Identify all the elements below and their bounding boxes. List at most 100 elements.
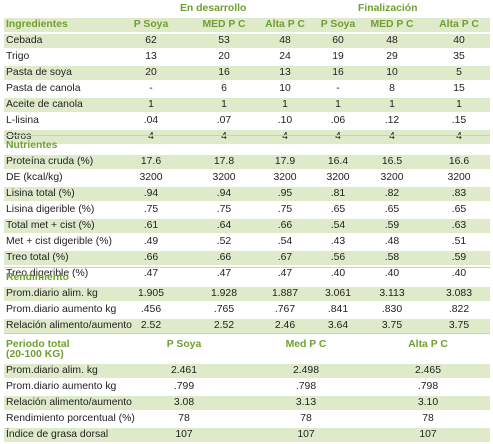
row-shading <box>4 98 490 112</box>
cell-value: 107 <box>297 429 315 440</box>
nutrientes-table: Nutrientes Proteína cruda (%) 17.6 17.8 17.9… <box>4 139 490 283</box>
cell-value: .767 <box>274 304 296 315</box>
cell-value: 4 <box>335 131 341 142</box>
cell-value: 107 <box>175 429 193 440</box>
section-title: Rendimiento <box>4 271 490 285</box>
cell-value: - <box>149 83 153 94</box>
cell-value: .40 <box>451 268 467 279</box>
row-label: DE (kcal/kg) <box>6 172 63 183</box>
cell-value: 13 <box>145 51 157 62</box>
cell-value: .65 <box>330 204 346 215</box>
row-shading <box>4 18 490 32</box>
cell-value: .456 <box>140 304 162 315</box>
table-row: Pasta de canola - 6 10 - 8 15 <box>4 82 490 96</box>
row-label: Índice de grasa dorsal <box>6 429 109 440</box>
row-label: Pasta de soya <box>6 67 72 78</box>
cell-value: 4 <box>456 131 462 142</box>
cell-value: 24 <box>279 51 291 62</box>
cell-value: MED P C <box>202 19 246 30</box>
cell-value: .799 <box>173 381 195 392</box>
table-row: Índice de grasa dorsal 107 107 107 <box>4 428 490 442</box>
cell-value: 62 <box>145 35 157 46</box>
table-row: Proteína cruda (%) 17.6 17.8 17.9 16.4 16.5 16… <box>4 155 490 169</box>
cell-value: .10 <box>277 115 293 126</box>
cell-value: .64 <box>216 220 232 231</box>
cell-value: 1 <box>148 99 154 110</box>
row-shading <box>4 396 490 410</box>
cell-value: 1.887 <box>271 288 298 299</box>
cell-value: 3.75 <box>381 320 403 331</box>
periodo-header-row: Periodo total (20-100 KG) P Soya Med P C Alt… <box>4 338 490 362</box>
cell-value: 3.64 <box>327 320 349 331</box>
cell-value: 2.465 <box>414 365 441 376</box>
cell-value: 8 <box>389 83 395 94</box>
cell-value: 10 <box>279 83 291 94</box>
row-label: Pasta de canola <box>6 83 81 94</box>
periodo-total-table: Periodo total (20-100 KG) P Soya Med P C Alt… <box>4 338 490 444</box>
cell-value: 3.113 <box>379 288 405 299</box>
cell-value: 4 <box>148 131 154 142</box>
cell-value: .52 <box>216 236 232 247</box>
header-en-desarrollo: En desarrollo <box>180 3 247 14</box>
cell-value: 3200 <box>380 172 404 183</box>
cell-value: 20 <box>145 67 157 78</box>
column-header: Med P C <box>285 339 327 350</box>
cell-value: .830 <box>381 304 403 315</box>
column-header-row: Ingredientes P Soya MED P C Alta P C P Soya M… <box>4 18 490 32</box>
row-shading <box>4 66 490 80</box>
row-shading <box>4 287 490 301</box>
cell-value: 1.905 <box>137 288 164 299</box>
cell-value: 29 <box>386 51 398 62</box>
table-row: Trigo 13 20 24 19 29 35 <box>4 50 490 64</box>
cell-value: .54 <box>277 236 293 247</box>
table-row: Treo total (%) .66 .66 .67 .56 .58 .59 <box>4 251 490 265</box>
cell-value: 78 <box>300 413 312 424</box>
row-label: Otros <box>6 131 32 142</box>
row-label: Prom.diario alim. kg <box>6 288 98 299</box>
table-row: Treo digerible (%) .47 .47 .47 .40 .40 .40 <box>4 267 490 281</box>
cell-value: 15 <box>453 83 465 94</box>
row-label: Treo digerible (%) <box>6 268 89 279</box>
cell-value: .798 <box>295 381 317 392</box>
rendimiento-table: Rendimiento Prom.diario alim. kg 1.905 1.92… <box>4 271 490 335</box>
table-row: Lisina total (%) .94 .94 .95 .81 .82 .83 <box>4 187 490 201</box>
section-title-text: Rendimiento <box>6 272 69 283</box>
row-shading <box>4 251 490 265</box>
cell-value: .47 <box>216 268 232 279</box>
table-row: Aceite de canola 1 1 1 1 1 1 <box>4 98 490 112</box>
cell-value: .798 <box>417 381 439 392</box>
row-label: Aceite de canola <box>6 99 83 110</box>
cell-value: .82 <box>384 188 400 199</box>
cell-value: .65 <box>384 204 400 215</box>
cell-value: .841 <box>327 304 349 315</box>
row-label: Proteína cruda (%) <box>6 156 94 167</box>
row-label: Cebada <box>6 35 43 46</box>
cell-value: .81 <box>330 188 346 199</box>
cell-value: .51 <box>451 236 467 247</box>
cell-value: 3200 <box>447 172 471 183</box>
row-label: Trigo <box>6 51 30 62</box>
cell-value: 17.6 <box>140 156 162 167</box>
row-label: Prom.diario aumento kg <box>6 304 117 315</box>
cell-value: 3.75 <box>448 320 470 331</box>
table-row: Pasta de soya 20 16 13 16 10 5 <box>4 66 490 80</box>
cell-value: 1 <box>389 99 395 110</box>
cell-value: .59 <box>384 220 400 231</box>
cell-value: .12 <box>384 115 400 126</box>
cell-value: .66 <box>216 252 232 263</box>
row-shading <box>4 219 490 233</box>
cell-value: 16.6 <box>448 156 470 167</box>
separator <box>4 267 490 268</box>
cell-value: 40 <box>453 35 465 46</box>
table-row: Relación alimento/aumento 3.08 3.13 3.10 <box>4 396 490 410</box>
cell-value: 3200 <box>326 172 350 183</box>
cell-value: .56 <box>330 252 346 263</box>
cell-value: .54 <box>330 220 346 231</box>
cell-value: .04 <box>143 115 159 126</box>
periodo-subtitle: (20-100 KG) <box>6 349 64 360</box>
cell-value: 4 <box>221 131 227 142</box>
row-shading <box>4 428 490 442</box>
cell-value: 3.08 <box>173 397 195 408</box>
table-row: Total met + cist (%) .61 .64 .66 .54 .59 .63 <box>4 219 490 233</box>
table-row: Prom.diario alim. kg 1.905 1.928 1.887 3.061… <box>4 287 490 301</box>
